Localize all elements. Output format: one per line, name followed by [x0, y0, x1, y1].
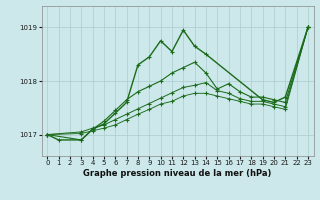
X-axis label: Graphe pression niveau de la mer (hPa): Graphe pression niveau de la mer (hPa): [84, 169, 272, 178]
